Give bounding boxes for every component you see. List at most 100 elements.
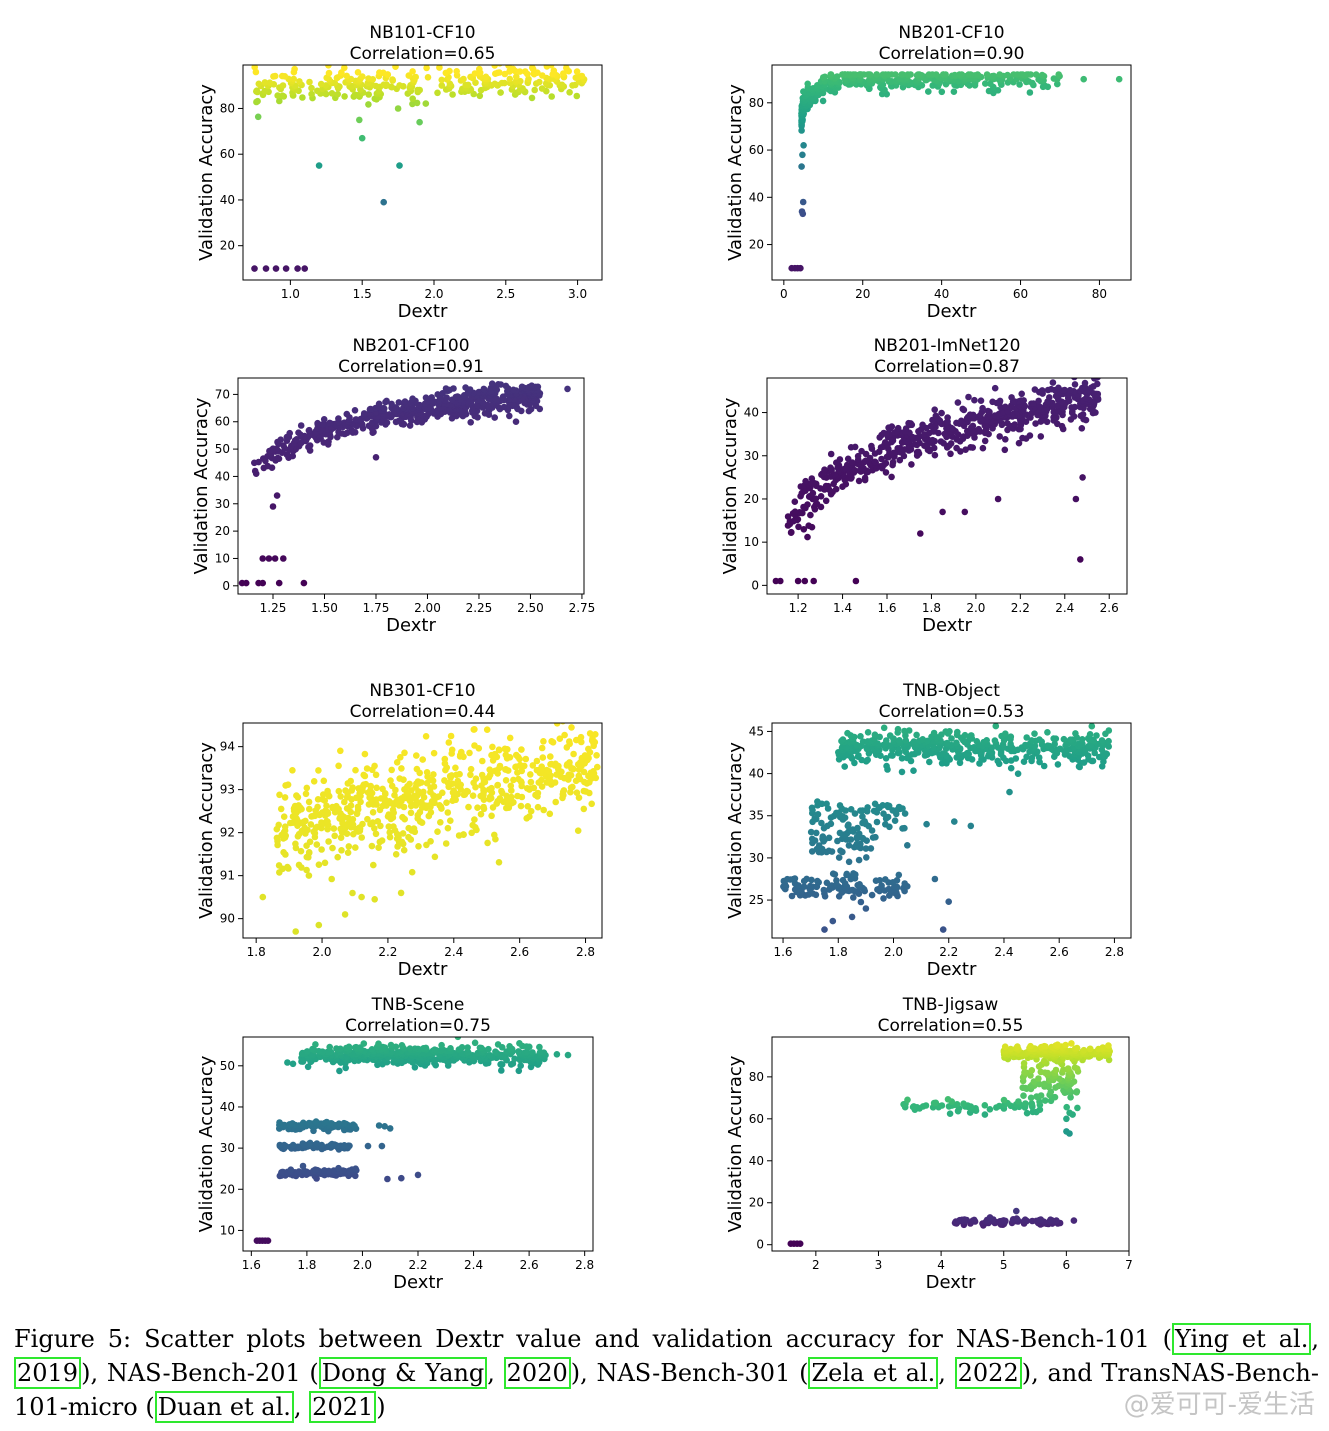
data-point bbox=[377, 795, 385, 802]
data-point bbox=[343, 72, 351, 80]
data-point bbox=[1023, 734, 1030, 741]
data-point bbox=[822, 482, 830, 490]
data-point bbox=[516, 1040, 523, 1047]
data-point bbox=[448, 746, 456, 754]
data-point bbox=[286, 429, 294, 437]
data-point bbox=[341, 65, 348, 72]
x-tick-label: 2.2 bbox=[378, 945, 397, 959]
y-axis-label: Validation Accuracy bbox=[191, 397, 212, 574]
y-tick-label: 25 bbox=[749, 893, 764, 907]
data-point bbox=[822, 497, 830, 505]
data-point bbox=[951, 818, 958, 825]
data-point bbox=[399, 830, 407, 837]
data-point bbox=[386, 1125, 394, 1132]
data-point bbox=[1000, 1217, 1007, 1224]
data-point bbox=[446, 67, 453, 75]
data-point bbox=[528, 382, 535, 390]
data-point bbox=[409, 95, 417, 102]
data-point bbox=[799, 198, 807, 206]
data-point bbox=[570, 750, 577, 758]
data-point bbox=[896, 737, 903, 744]
data-point bbox=[449, 91, 456, 98]
data-point bbox=[850, 894, 857, 901]
plot-frame bbox=[766, 377, 1128, 595]
x-tick-label: 2.4 bbox=[994, 945, 1013, 959]
data-point bbox=[1050, 75, 1058, 82]
y-tick-label: 30 bbox=[749, 851, 764, 865]
data-point bbox=[456, 770, 463, 778]
data-point bbox=[592, 731, 599, 738]
y-tick-label: 92 bbox=[220, 826, 235, 840]
citation-link[interactable]: Zela et al. bbox=[808, 1357, 939, 1389]
data-point bbox=[533, 757, 541, 765]
data-point bbox=[478, 771, 486, 779]
data-point bbox=[850, 870, 857, 877]
data-point bbox=[1067, 1094, 1074, 1101]
x-tick-label: 2.6 bbox=[510, 945, 529, 959]
citation-link[interactable]: Ying et al. bbox=[1172, 1323, 1312, 1355]
citation-link[interactable]: 2020 bbox=[503, 1357, 571, 1389]
data-point bbox=[434, 89, 441, 97]
data-point bbox=[837, 847, 844, 854]
x-tick-label: 2.4 bbox=[464, 1258, 483, 1272]
citation-link[interactable]: 2022 bbox=[954, 1357, 1022, 1389]
data-point bbox=[904, 1096, 911, 1104]
caption-sep: , bbox=[293, 1393, 310, 1421]
data-point bbox=[496, 69, 503, 76]
data-point bbox=[387, 1041, 395, 1049]
data-point bbox=[447, 1045, 454, 1052]
data-point bbox=[905, 419, 912, 427]
data-point bbox=[488, 784, 495, 792]
data-point bbox=[1066, 386, 1074, 394]
data-point bbox=[255, 80, 263, 88]
data-point bbox=[498, 1067, 505, 1074]
data-point bbox=[488, 812, 495, 820]
data-point bbox=[334, 433, 341, 441]
data-point bbox=[474, 804, 481, 811]
x-tick-label: 1.2 bbox=[789, 601, 808, 615]
data-point bbox=[968, 732, 975, 739]
chart-title: NB101-CF10 bbox=[369, 23, 475, 43]
data-point bbox=[471, 816, 478, 823]
citation-link[interactable]: Dong & Yang bbox=[318, 1357, 488, 1389]
data-point bbox=[1021, 402, 1028, 409]
data-point bbox=[929, 82, 936, 89]
citation-link[interactable]: 2019 bbox=[14, 1357, 82, 1389]
data-point bbox=[341, 93, 348, 100]
data-point bbox=[295, 861, 303, 869]
data-point bbox=[885, 71, 892, 78]
data-point bbox=[1026, 89, 1034, 96]
data-point bbox=[463, 787, 471, 795]
data-point bbox=[452, 764, 459, 772]
data-point bbox=[810, 577, 817, 585]
citation-link[interactable]: 2021 bbox=[309, 1391, 377, 1423]
data-point bbox=[1019, 434, 1026, 442]
data-point bbox=[335, 787, 343, 795]
data-point bbox=[375, 400, 383, 408]
data-point bbox=[378, 1142, 386, 1150]
data-point bbox=[434, 828, 441, 835]
chart-subtitle: Correlation=0.90 bbox=[879, 44, 1025, 64]
data-point bbox=[593, 752, 600, 759]
data-point bbox=[491, 80, 499, 88]
data-point bbox=[389, 76, 396, 83]
data-point bbox=[881, 439, 889, 446]
data-point bbox=[413, 99, 421, 107]
citation-link[interactable]: Duan et al. bbox=[154, 1391, 294, 1423]
data-point bbox=[522, 755, 530, 763]
data-point bbox=[983, 71, 991, 78]
data-point bbox=[536, 78, 543, 86]
data-point bbox=[919, 421, 926, 429]
data-point bbox=[930, 729, 938, 737]
data-point bbox=[1027, 1042, 1034, 1050]
data-point bbox=[898, 768, 906, 776]
data-point bbox=[821, 466, 828, 474]
data-point bbox=[306, 1139, 314, 1147]
data-point bbox=[794, 577, 802, 585]
data-point bbox=[347, 777, 355, 785]
data-point bbox=[529, 762, 537, 769]
data-point bbox=[273, 834, 281, 842]
data-point bbox=[814, 877, 821, 885]
data-point bbox=[477, 810, 485, 818]
